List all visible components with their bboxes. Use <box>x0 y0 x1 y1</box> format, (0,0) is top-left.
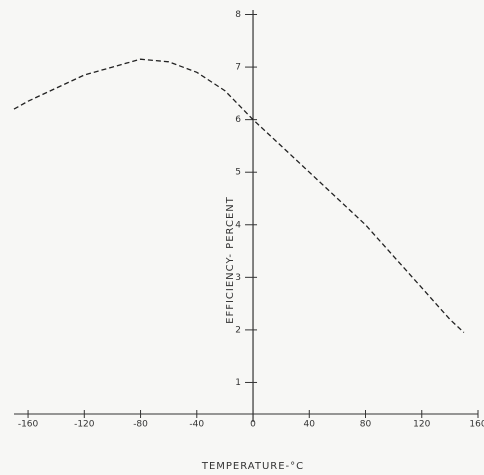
y-tick-label: 7 <box>235 63 241 73</box>
x-tick-label: 0 <box>250 420 256 430</box>
chart: TEMPERATURE-°C EFFICIENCY- PERCENT -160 -… <box>0 0 484 475</box>
x-tick-label: -160 <box>18 420 39 430</box>
x-tick-label: -40 <box>189 420 204 430</box>
x-tick-label: 160 <box>469 420 484 430</box>
x-tick-label: -120 <box>74 420 95 430</box>
x-tick-label: 80 <box>360 420 372 430</box>
y-tick-label: 6 <box>235 115 241 125</box>
y-tick-label: 5 <box>235 168 241 178</box>
y-axis-label: EFFICIENCY- PERCENT <box>225 196 236 324</box>
y-tick-label: 2 <box>235 325 241 335</box>
y-tick-label: 8 <box>235 10 241 20</box>
x-tick-label: 120 <box>413 420 430 430</box>
y-tick-label: 1 <box>235 378 241 388</box>
x-tick-label: 40 <box>304 420 316 430</box>
x-axis-label: TEMPERATURE-°C <box>201 461 304 472</box>
y-tick-label: 4 <box>235 220 241 230</box>
data-line <box>14 59 464 332</box>
x-tick-label: -80 <box>133 420 148 430</box>
y-tick-label: 3 <box>235 273 241 283</box>
